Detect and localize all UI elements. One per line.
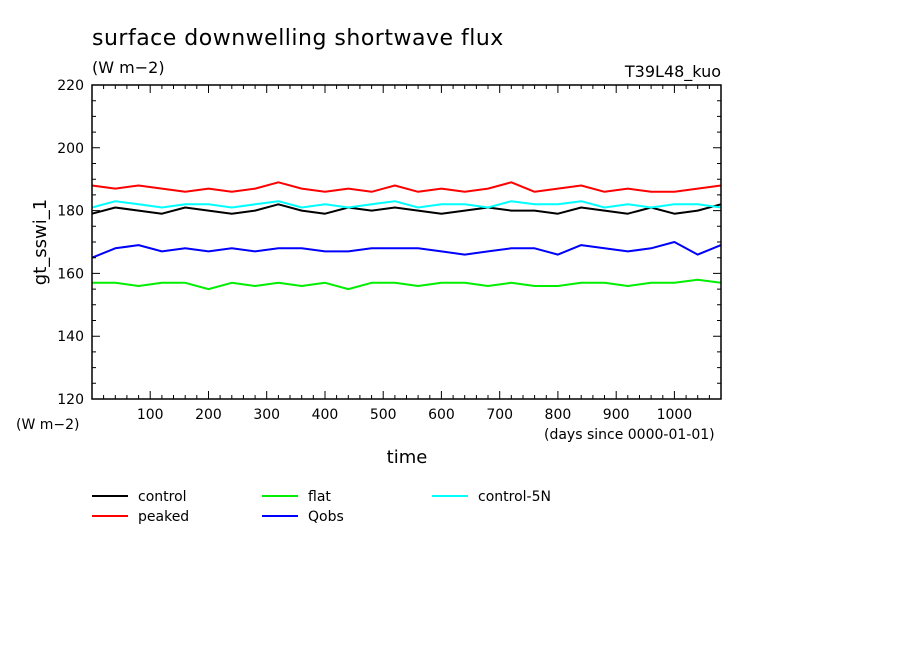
x-tick-label: 700 xyxy=(486,407,513,423)
legend-label-0: control xyxy=(138,489,187,505)
y-tick-label: 220 xyxy=(57,78,84,94)
tick-layer xyxy=(92,85,721,399)
y-tick-label: 160 xyxy=(57,266,84,282)
legend-label-4: control-5N xyxy=(478,489,551,505)
series-line-3 xyxy=(91,241,722,259)
x-tick-label: 400 xyxy=(312,407,339,423)
y-tick-label: 140 xyxy=(57,329,84,345)
series-line-0 xyxy=(91,203,722,215)
y-tick-label: 200 xyxy=(57,141,84,157)
y-tick-label: 180 xyxy=(57,204,84,220)
x-tick-label: 900 xyxy=(603,407,630,423)
y-axis-label: gt_sswi_1 xyxy=(30,199,51,285)
legend: control peaked flat Qobs control-5N xyxy=(92,489,551,525)
x-axis-label: time xyxy=(387,447,428,468)
y-tick-label: 120 xyxy=(57,392,84,408)
x-tick-label: 1000 xyxy=(657,407,693,423)
x-axis-units: (days since 0000-01-01) xyxy=(544,427,715,443)
x-tick-label: 500 xyxy=(370,407,397,423)
chart-title: surface downwelling shortwave flux xyxy=(92,26,504,51)
legend-label-2: flat xyxy=(308,489,331,505)
chart-units-label: (W m−2) xyxy=(92,58,165,77)
series-line-2 xyxy=(92,278,722,291)
series-line-4 xyxy=(91,200,722,209)
x-tick-label: 300 xyxy=(253,407,280,423)
x-tick-label: 200 xyxy=(195,407,222,423)
series-layer xyxy=(91,181,722,291)
legend-label-3: Qobs xyxy=(308,509,344,525)
y-axis-units: (W m−2) xyxy=(16,417,80,433)
series-line-1 xyxy=(91,181,722,193)
x-tick-label: 800 xyxy=(545,407,572,423)
legend-label-1: peaked xyxy=(138,509,189,525)
plot-frame xyxy=(91,84,722,400)
x-tick-label: 100 xyxy=(137,407,164,423)
x-tick-label: 600 xyxy=(428,407,455,423)
axis-ticks xyxy=(92,85,721,399)
experiment-label: T39L48_kuo xyxy=(624,62,721,82)
tick-label-layer: 100 200 300 400 500 600 700 800 900 1000 120 140 160… xyxy=(57,78,692,423)
